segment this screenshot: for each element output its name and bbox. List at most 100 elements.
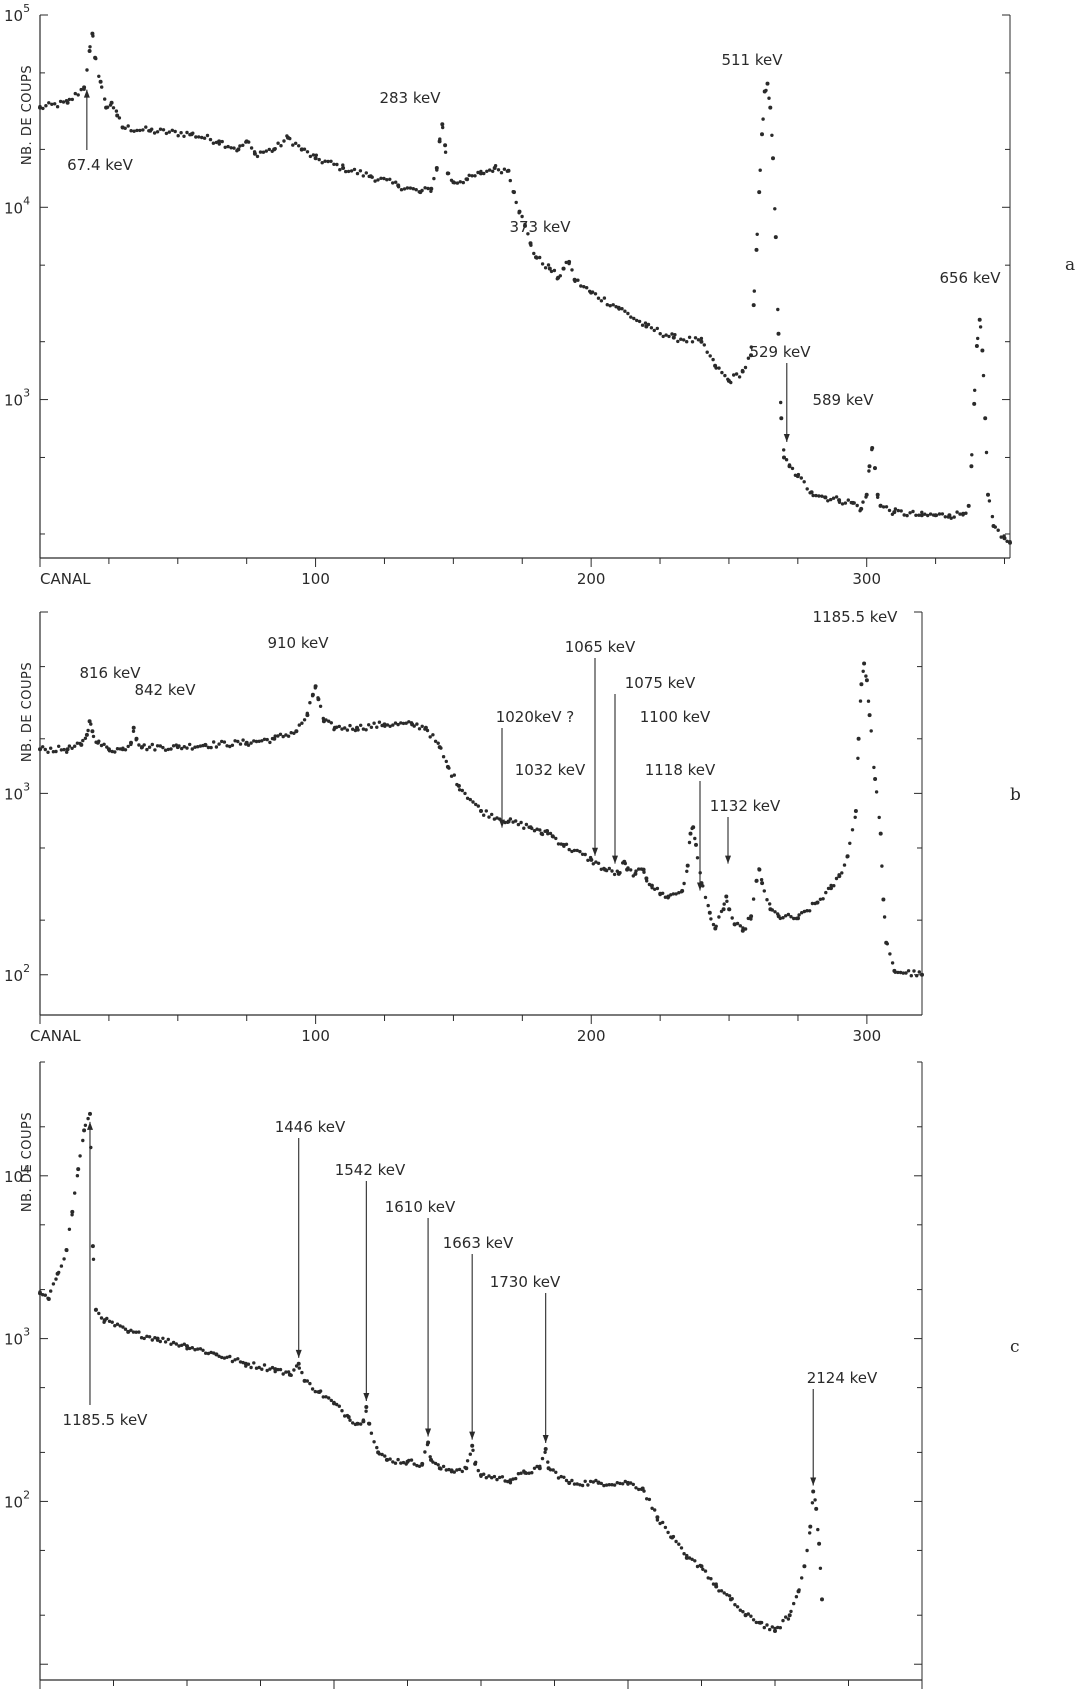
data-point: [385, 178, 389, 182]
data-point: [73, 91, 78, 96]
data-point: [861, 669, 865, 673]
data-point: [226, 144, 230, 149]
data-point: [313, 156, 318, 161]
data-point: [268, 740, 272, 745]
data-point: [185, 1344, 189, 1349]
data-point: [62, 747, 66, 752]
data-point: [893, 507, 898, 511]
data-point: [532, 251, 536, 256]
data-point: [881, 505, 886, 509]
data-point: [620, 307, 624, 311]
data-point: [59, 1264, 64, 1268]
data-point: [436, 741, 440, 745]
data-point: [677, 1542, 681, 1546]
data-point: [332, 725, 337, 730]
data-point: [394, 180, 398, 184]
data-point: [695, 1564, 700, 1569]
data-point: [693, 1559, 697, 1563]
data-point: [70, 1209, 75, 1214]
data-point: [137, 743, 141, 747]
data-point: [840, 502, 845, 506]
data-point: [570, 849, 574, 854]
data-point: [523, 1470, 528, 1475]
data-point: [848, 841, 852, 845]
data-point: [586, 1483, 590, 1487]
data-point: [417, 727, 422, 731]
data-point: [799, 476, 803, 480]
data-point: [974, 344, 979, 348]
data-point: [346, 169, 351, 174]
peak-label: 910 keV: [267, 634, 329, 652]
data-point: [733, 1603, 737, 1607]
data-point: [145, 1334, 149, 1339]
peak-label: 656 keV: [939, 269, 1001, 287]
data-point: [93, 55, 98, 60]
data-point: [867, 713, 872, 718]
data-point: [47, 101, 51, 105]
data-point: [940, 512, 945, 516]
data-point: [265, 737, 269, 742]
data-point: [770, 133, 774, 137]
data-point: [401, 1460, 406, 1465]
data-point: [230, 743, 235, 747]
data-point: [779, 400, 783, 405]
data-point: [180, 746, 184, 751]
data-point: [257, 739, 261, 743]
data-point: [426, 186, 430, 191]
arrow-head: [363, 1393, 370, 1402]
data-point: [776, 1625, 780, 1630]
data-point: [725, 1593, 729, 1597]
data-point: [375, 725, 379, 729]
data-point: [864, 678, 869, 683]
peak-label: 283 keV: [379, 89, 441, 107]
peak-label: 1020keV ?: [496, 708, 575, 726]
data-point: [829, 497, 833, 502]
data-point: [188, 742, 192, 747]
panel-letter: c: [1010, 1337, 1020, 1357]
data-point: [155, 130, 160, 134]
data-point: [123, 1327, 128, 1331]
data-point: [88, 1111, 92, 1116]
data-point: [376, 178, 380, 182]
data-point: [749, 345, 753, 349]
data-point: [198, 744, 203, 748]
data-point: [341, 166, 346, 170]
data-point: [792, 916, 796, 921]
data-point: [396, 722, 400, 727]
data-point: [622, 859, 627, 864]
data-point: [261, 150, 266, 154]
data-point: [197, 135, 201, 139]
data-point: [537, 1466, 542, 1471]
data-point: [765, 1623, 769, 1627]
data-point: [981, 373, 986, 378]
data-point: [740, 369, 745, 374]
data-point: [254, 739, 259, 744]
data-point: [722, 1591, 726, 1595]
data-point: [308, 701, 312, 705]
data-point: [818, 897, 823, 901]
data-point: [145, 747, 149, 752]
data-point: [720, 370, 724, 375]
y-axis-title: NB. DE COUPS: [20, 662, 35, 762]
data-point: [115, 113, 120, 118]
data-point: [310, 692, 315, 697]
data-point: [46, 1297, 51, 1301]
data-point: [559, 1474, 563, 1479]
data-point: [869, 729, 873, 733]
data-point: [388, 1457, 392, 1461]
data-point: [882, 915, 887, 919]
data-point: [996, 528, 1000, 532]
data-point: [132, 129, 136, 133]
data-point: [222, 1356, 227, 1360]
data-point: [340, 727, 344, 731]
data-point: [305, 150, 310, 154]
data-point: [379, 176, 383, 180]
data-point: [396, 1457, 400, 1462]
data-point: [556, 1476, 561, 1480]
data-point: [990, 514, 995, 519]
data-point: [593, 292, 598, 296]
arrow-head: [592, 847, 598, 856]
data-point: [516, 1472, 521, 1476]
data-point: [843, 501, 848, 505]
data-point: [326, 159, 330, 164]
